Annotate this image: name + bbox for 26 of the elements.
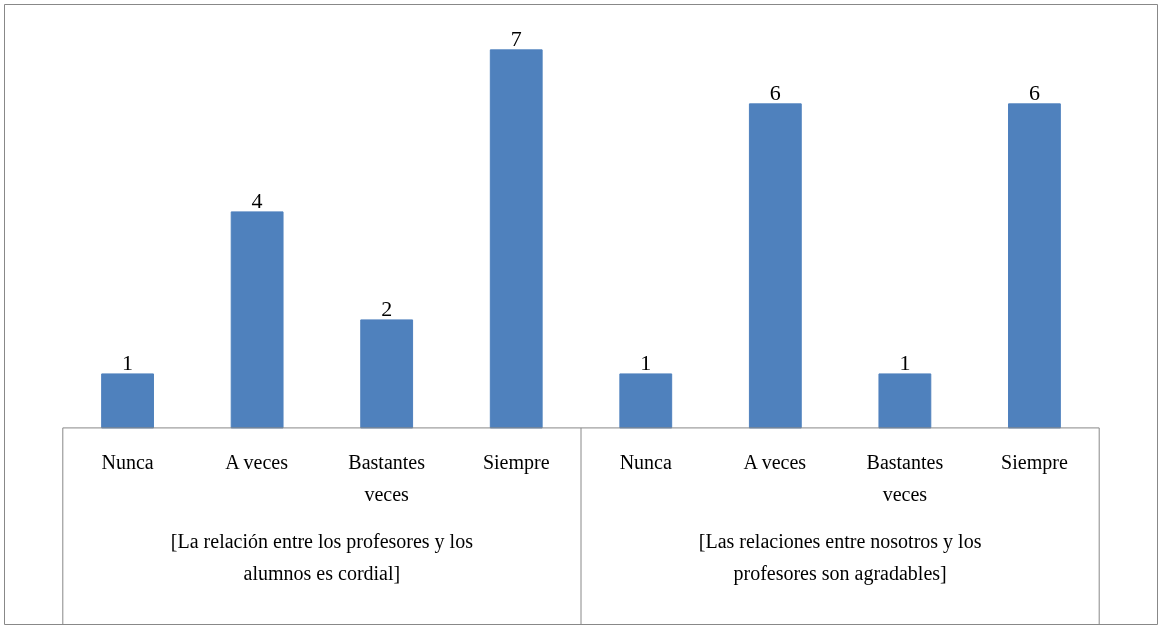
text: [Las relaciones entre nosotros y los profesores son agradables] (698, 529, 982, 586)
data-label: 1 (640, 349, 652, 375)
bar (878, 373, 932, 429)
x-tick-label: Bastantes veces (866, 450, 944, 505)
x-tick-label: Siempre (482, 450, 550, 474)
x-tick-label: Siempre (1001, 450, 1068, 474)
bar (1008, 103, 1061, 429)
data-label: 2 (381, 295, 393, 321)
data-label: 1 (899, 349, 911, 375)
text: [La relación entre los profesores y los alumnos es cordial] (170, 529, 474, 585)
bar (101, 373, 154, 429)
data-label: 6 (769, 79, 781, 105)
data-label: 4 (251, 187, 263, 213)
x-tick-label: Nunca (101, 450, 154, 473)
bar (748, 103, 802, 429)
bar (230, 211, 284, 429)
bar (619, 373, 673, 429)
data-label: 6 (1028, 79, 1040, 105)
bar (489, 49, 543, 429)
data-label: 1 (122, 349, 134, 375)
x-tick-label: Bastantes veces (348, 450, 426, 505)
data-label: 7 (510, 25, 522, 51)
bar (360, 319, 414, 429)
x-tick-label: Nunca (619, 450, 672, 473)
x-tick-label: A veces (743, 450, 807, 473)
x-tick-label: A veces (225, 450, 289, 473)
